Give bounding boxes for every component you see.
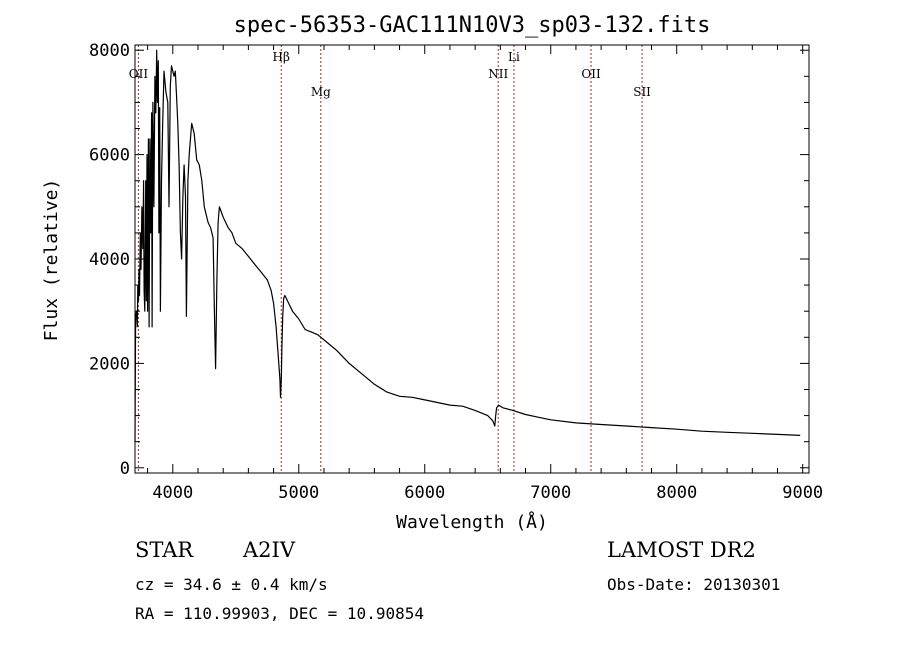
- x-tick-label-4: 8000: [656, 483, 697, 503]
- x-tick-label-0: 4000: [152, 483, 193, 503]
- marker-label-3: NII: [488, 67, 508, 81]
- marker-label-1: Hβ: [273, 50, 290, 64]
- x-tick-label-2: 6000: [404, 483, 445, 503]
- x-tick-label-3: 7000: [530, 483, 571, 503]
- coordinates: RA = 110.99903, DEC = 10.90854: [135, 604, 424, 623]
- marker-label-4: Li: [508, 50, 520, 64]
- marker-label-0: OII: [129, 67, 149, 81]
- marker-label-6: SII: [633, 85, 651, 99]
- redshift-value: cz = 34.6 ± 0.4 km/s: [135, 575, 328, 594]
- y-axis-label: Flux (relative): [41, 179, 62, 342]
- y-tick-label-4: 8000: [89, 41, 130, 61]
- spectral-subclass: A2IV: [243, 538, 295, 562]
- x-axis-label: Wavelength (Å): [396, 511, 548, 533]
- x-tick-label-1: 5000: [278, 483, 319, 503]
- marker-label-2: Mg: [311, 85, 331, 99]
- chart-title: spec-56353-GAC111N10V3_sp03-132.fits: [234, 13, 711, 38]
- y-tick-label-1: 2000: [89, 354, 130, 374]
- observation-date: Obs-Date: 20130301: [607, 575, 781, 594]
- object-type: STAR: [135, 538, 194, 562]
- y-tick-label-0: 0: [120, 459, 130, 479]
- axis-ticks: 4000 5000 6000 7000 8000 9000 0 2000 4000 6000 800…: [89, 41, 823, 503]
- spectrum-line: [134, 49, 801, 442]
- y-tick-label-2: 4000: [89, 250, 130, 270]
- marker-label-5: OII: [581, 67, 601, 81]
- x-tick-label-5: 9000: [782, 483, 823, 503]
- y-tick-label-3: 6000: [89, 146, 130, 166]
- survey-name: LAMOST DR2: [607, 538, 756, 562]
